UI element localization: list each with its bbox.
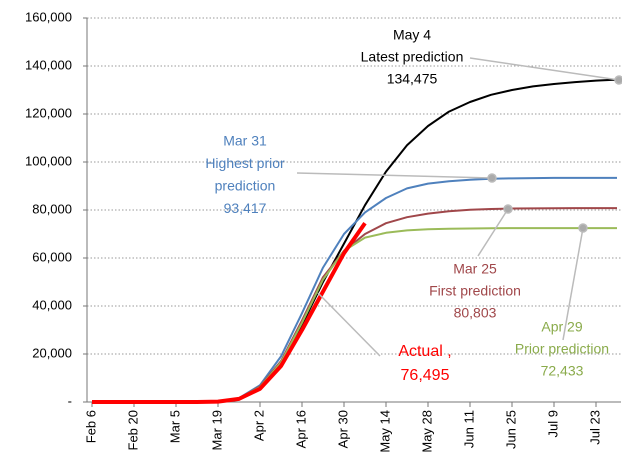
x-tick-label: Apr 2 bbox=[251, 410, 266, 441]
x-tick-label: Jun 11 bbox=[461, 410, 476, 448]
leader-dot bbox=[614, 75, 622, 85]
leaders bbox=[296, 57, 622, 357]
x-tick-label: Apr 30 bbox=[335, 410, 350, 448]
annotation: Apr 29 bbox=[541, 319, 582, 335]
x-tick-label: Jun 25 bbox=[503, 410, 518, 449]
y-tick-label: 140,000 bbox=[25, 57, 72, 72]
annotation: Mar 25 bbox=[453, 261, 497, 277]
x-tick-label: Jul 9 bbox=[545, 410, 560, 437]
series-line bbox=[92, 176, 617, 403]
annotation: 76,495 bbox=[401, 367, 450, 384]
y-tick-label: 40,000 bbox=[32, 297, 72, 312]
leader-line bbox=[469, 57, 620, 81]
y-tick-label: 20,000 bbox=[32, 345, 72, 360]
annotation: Actual , bbox=[398, 343, 451, 360]
leader-line bbox=[562, 227, 584, 341]
y-tick-label: 80,000 bbox=[32, 201, 72, 216]
annotation: First prediction bbox=[429, 283, 521, 299]
x-tick-label: May 28 bbox=[419, 410, 434, 453]
series-line bbox=[92, 222, 367, 404]
leader-line bbox=[317, 292, 381, 357]
annotation: Mar 31 bbox=[223, 133, 267, 149]
leader-line bbox=[477, 208, 509, 257]
annotation: Highest prior bbox=[205, 155, 285, 171]
x-tick-label: Feb 20 bbox=[125, 410, 140, 450]
leader-dot bbox=[578, 223, 588, 233]
annotation: prediction bbox=[215, 178, 276, 194]
x-tick-label: Apr 16 bbox=[293, 410, 308, 448]
annotation: 93,417 bbox=[224, 200, 267, 216]
leader-line bbox=[296, 172, 493, 179]
x-tick-label: Feb 6 bbox=[83, 410, 98, 443]
x-tick-label: Mar 5 bbox=[167, 410, 182, 443]
y-tick-label: 160,000 bbox=[25, 9, 72, 24]
x-tick-label: Mar 19 bbox=[209, 410, 224, 450]
x-tick-label: May 14 bbox=[377, 410, 392, 453]
annotation: Prior prediction bbox=[515, 341, 609, 357]
leader-dot bbox=[487, 173, 497, 183]
y-tick-label: 120,000 bbox=[25, 105, 72, 120]
y-tick-label: - bbox=[68, 393, 72, 408]
annotation: 72,433 bbox=[541, 363, 584, 379]
annotation: Latest prediction bbox=[361, 49, 464, 65]
y-tick-label: 60,000 bbox=[32, 249, 72, 264]
x-tick-label: Jul 23 bbox=[587, 410, 602, 445]
leader-dot bbox=[503, 204, 513, 214]
series-line bbox=[92, 227, 617, 403]
annotation: May 4 bbox=[393, 27, 431, 43]
annotation: 134,475 bbox=[387, 71, 438, 87]
plot: - 20,000 40,000 60,000 80,000 100,000 120,000 1… bbox=[25, 9, 621, 453]
annotation: 80,803 bbox=[454, 305, 497, 321]
y-tick-label: 100,000 bbox=[25, 153, 72, 168]
